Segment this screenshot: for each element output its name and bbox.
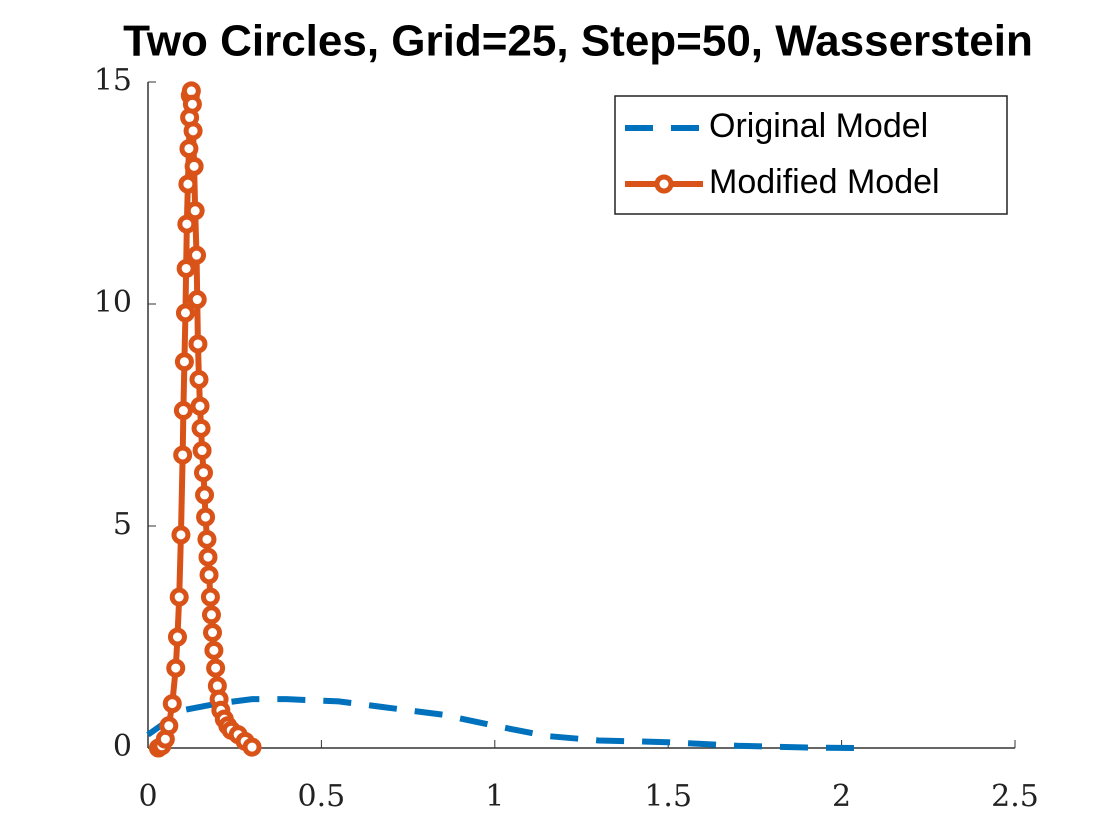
series-marker: [162, 694, 182, 714]
series-marker: [187, 290, 207, 310]
series-marker: [189, 369, 209, 389]
series-marker: [196, 507, 216, 527]
series-marker: [166, 658, 186, 678]
series-marker: [171, 525, 191, 545]
series-marker: [188, 334, 208, 354]
y-tick-label: 5: [113, 507, 132, 542]
series-marker: [193, 463, 213, 483]
x-tick-label: 1.5: [644, 779, 692, 814]
series-marker: [183, 121, 203, 141]
series-marker: [197, 529, 217, 549]
series-line: [146, 696, 859, 751]
series-marker: [192, 441, 212, 461]
series-marker: [173, 401, 193, 421]
series-marker: [206, 658, 226, 678]
series-marker: [179, 139, 199, 159]
series-marker: [167, 627, 187, 647]
series-marker: [176, 258, 196, 278]
x-tick-label: 2: [832, 779, 851, 814]
series-marker: [178, 174, 198, 194]
series-marker: [182, 94, 202, 114]
series-marker: [159, 716, 179, 736]
x-tick-label: 1: [485, 779, 504, 814]
legend-label: Original Model: [709, 107, 928, 145]
series-marker: [200, 587, 220, 607]
series-marker: [184, 156, 204, 176]
series-marker: [203, 623, 223, 643]
series-marker: [190, 396, 210, 416]
series-marker: [191, 418, 211, 438]
chart-title: Two Circles, Grid=25, Step=50, Wasserste…: [123, 17, 1033, 66]
legend-marker: [654, 174, 674, 194]
series-marker: [173, 445, 193, 465]
x-tick-label: 0: [138, 779, 157, 814]
legend-box: [614, 95, 1008, 215]
series-marker: [195, 485, 215, 505]
y-tick-label: 10: [94, 285, 132, 320]
series-marker: [175, 303, 195, 323]
x-tick-label: 2.5: [991, 779, 1039, 814]
series-marker: [177, 214, 197, 234]
legend-label: Modified Model: [709, 163, 940, 201]
x-tick-label: 0.5: [298, 779, 346, 814]
series-marker: [242, 737, 262, 757]
series-marker: [185, 201, 205, 221]
series-marker: [187, 245, 207, 265]
series-marker: [201, 605, 221, 625]
y-tick-label: 0: [113, 729, 132, 764]
series-marker: [174, 352, 194, 372]
series-marker: [169, 587, 189, 607]
y-tick-label: 15: [94, 63, 132, 98]
series-marker: [198, 547, 218, 567]
series-marker: [199, 565, 219, 585]
series-marker: [204, 640, 224, 660]
